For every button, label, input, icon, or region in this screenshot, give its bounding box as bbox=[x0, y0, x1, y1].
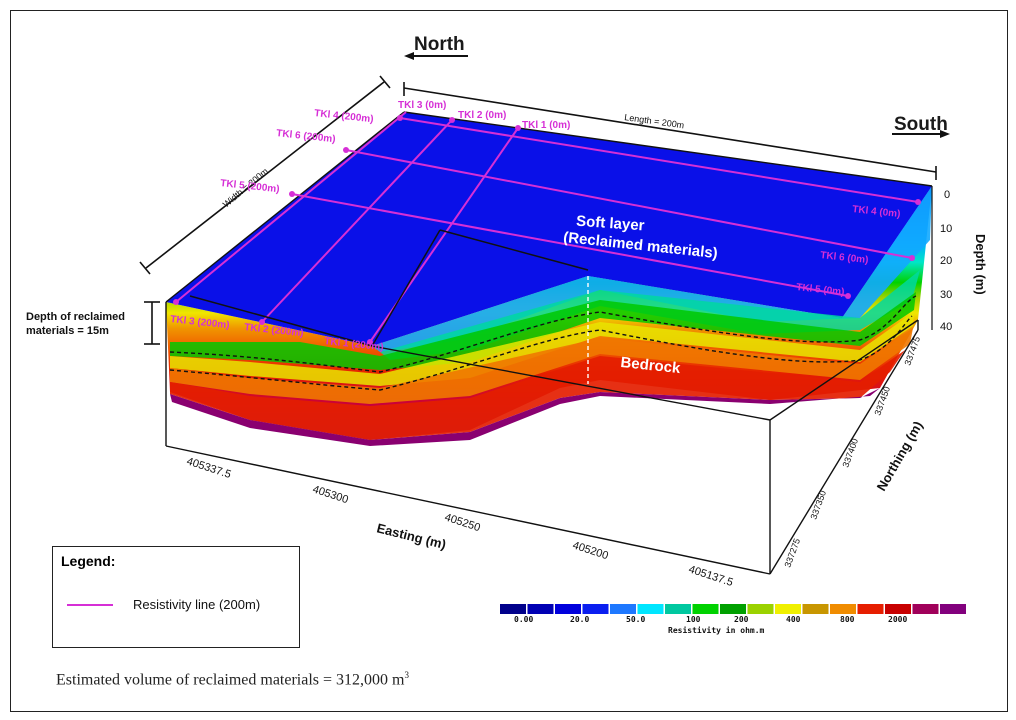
bedrock-label: Bedrock bbox=[620, 354, 682, 377]
colorbar-swatch bbox=[637, 604, 664, 614]
dimension-arrows bbox=[139, 75, 937, 345]
legend-box: Legend: Resistivity line (200m) bbox=[52, 546, 300, 648]
depth-tick: 30 bbox=[940, 289, 952, 301]
resistivity-points bbox=[173, 115, 921, 345]
north-label: North bbox=[414, 34, 465, 55]
easting-tick: 405137.5 bbox=[687, 563, 734, 589]
easting-tick: 405250 bbox=[443, 511, 482, 534]
legend-title: Legend: bbox=[61, 553, 116, 569]
colorbar-tick: 800 bbox=[840, 615, 855, 624]
tkl-label: TKl 4 (0m) bbox=[852, 204, 901, 220]
interface-dashed-1 bbox=[169, 295, 917, 373]
volume-note: Estimated volume of reclaimed materials … bbox=[56, 670, 409, 689]
depth-tick: 20 bbox=[940, 255, 952, 267]
tkl-label: TKl 5 (200m) bbox=[220, 178, 280, 195]
green-band-2 bbox=[170, 292, 916, 370]
resistivity-colorbar: 0.00 20.0 50.0 100 200 400 800 2000 Resi… bbox=[500, 604, 966, 635]
colorbar-swatch bbox=[830, 604, 856, 614]
colorbar-swatch bbox=[500, 604, 526, 614]
orange-band bbox=[170, 328, 913, 404]
colorbar-title: Resistivity in ohm.m bbox=[668, 625, 765, 635]
easting-tick: 405200 bbox=[571, 539, 610, 562]
depth-note-line2: materials = 15m bbox=[26, 325, 109, 337]
cyan-band bbox=[372, 186, 932, 352]
colorbar-tick: 100 bbox=[686, 615, 701, 624]
tkl-label: TKl 1 (0m) bbox=[522, 120, 570, 131]
colorbar-tick: 200 bbox=[734, 615, 749, 624]
colorbar-swatch bbox=[610, 604, 636, 614]
colorbar-swatch bbox=[720, 604, 746, 614]
colorbar-swatch bbox=[885, 604, 911, 614]
purple-band bbox=[170, 388, 880, 446]
depth-tick: 40 bbox=[940, 321, 952, 333]
colorbar-tick: 20.0 bbox=[570, 615, 589, 624]
colorbar-swatch bbox=[527, 604, 554, 614]
colorbar-tick: 0.00 bbox=[514, 615, 533, 624]
depth-axis-title: Depth (m) bbox=[973, 234, 988, 295]
north-arrow: North bbox=[404, 34, 468, 60]
resistivity-block bbox=[166, 112, 932, 446]
legend-line-swatch bbox=[67, 604, 113, 606]
south-label: South bbox=[894, 114, 948, 135]
tkl-label: TKl 6 (0m) bbox=[820, 250, 869, 266]
red-band bbox=[170, 350, 905, 440]
colorbar-tick: 2000 bbox=[888, 615, 907, 624]
easting-axis-title: Easting (m) bbox=[375, 520, 447, 552]
depth-note-line1: Depth of reclaimed bbox=[26, 311, 125, 323]
colorbar-swatches bbox=[500, 604, 966, 614]
colorbar-swatch bbox=[940, 604, 966, 614]
easting-tick: 405300 bbox=[311, 483, 350, 506]
volume-text: Estimated volume of reclaimed materials … bbox=[56, 671, 405, 689]
soft-layer-title: Soft layer bbox=[576, 213, 646, 235]
depth-tick: 10 bbox=[940, 223, 952, 235]
colorbar-tick: 400 bbox=[786, 615, 801, 624]
colorbar-swatch bbox=[857, 604, 884, 614]
northing-tick: 337275 bbox=[782, 537, 802, 569]
colorbar-swatch bbox=[582, 604, 609, 614]
colorbar-swatch bbox=[555, 604, 581, 614]
legend-item-label: Resistivity line (200m) bbox=[133, 597, 261, 612]
tkl-label: TKl 2 (0m) bbox=[458, 110, 506, 121]
tkl-label: TKl 3 (0m) bbox=[398, 100, 446, 111]
colorbar-swatch bbox=[692, 604, 719, 614]
yellow-band bbox=[170, 312, 914, 386]
northing-axis-title: Northing (m) bbox=[874, 418, 926, 493]
tkl-label: TKl 5 (0m) bbox=[796, 282, 845, 298]
colorbar-swatch bbox=[665, 604, 691, 614]
colorbar-tick: 50.0 bbox=[626, 615, 645, 624]
depth-tick: 0 bbox=[944, 189, 950, 201]
volume-superscript: 3 bbox=[404, 670, 409, 680]
colorbar-swatch bbox=[775, 604, 801, 614]
south-arrow: South bbox=[892, 114, 950, 138]
tkl-label: TKl 4 (200m) bbox=[314, 108, 374, 125]
colorbar-swatch bbox=[747, 604, 774, 614]
wireframe-box bbox=[165, 111, 933, 575]
top-surface-soft-layer bbox=[166, 112, 932, 346]
transect-lines bbox=[189, 229, 589, 347]
colorbar-swatch bbox=[802, 604, 829, 614]
colorbar-swatch bbox=[912, 604, 939, 614]
depth-axis: 0 10 20 30 40 Depth (m) bbox=[931, 186, 988, 333]
